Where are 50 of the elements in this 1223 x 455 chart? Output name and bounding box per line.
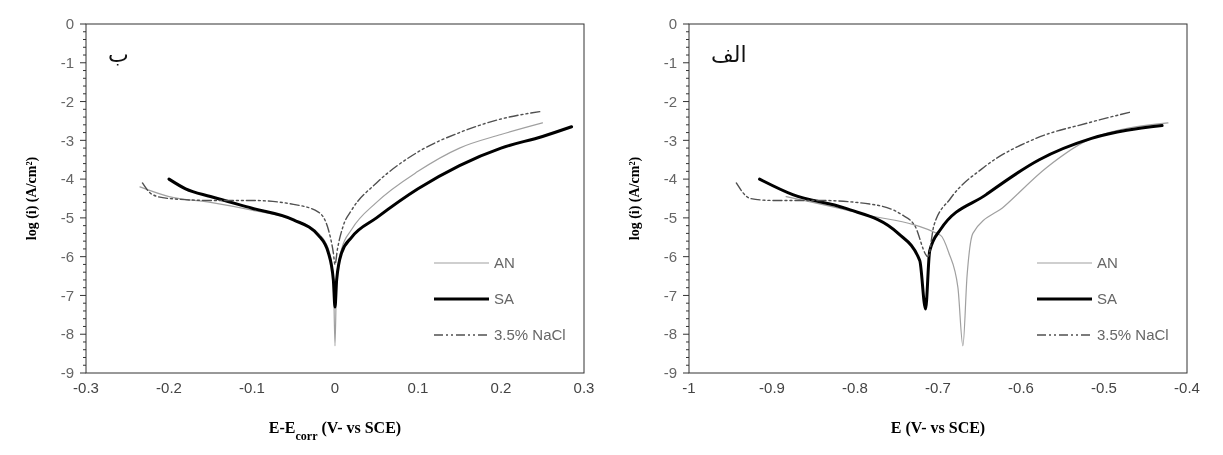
y-axis-title: log (i) (A/cm²) — [627, 156, 643, 241]
x-tick-label: -0.1 — [239, 379, 265, 396]
legend-label: 3.5% NaCl — [1097, 326, 1169, 344]
x-tick-label: -0.4 — [1174, 379, 1200, 396]
line-series — [167, 125, 574, 309]
y-tick-label: 0 — [65, 15, 74, 33]
line-series — [735, 111, 1132, 258]
x-tick-label: -0.8 — [842, 379, 868, 396]
x-tick-label: -0.5 — [1091, 379, 1117, 396]
x-tick-label: -0.3 — [73, 379, 99, 396]
y-tick-label: -1 — [60, 54, 74, 72]
y-tick-label: -8 — [60, 325, 74, 343]
annotation: ب — [108, 42, 129, 67]
y-tick-label: -3 — [60, 131, 74, 149]
y-tick-label: -2 — [60, 92, 74, 110]
x-axis-title: E-E$_{corr}$ (V- vs SCE) — [268, 419, 402, 443]
y-tick-label: 0 — [668, 15, 677, 33]
legend-label: SA — [1097, 290, 1118, 308]
x-tick-label: -0.9 — [759, 379, 785, 396]
y-tick-label: -5 — [60, 209, 74, 227]
x-tick-label: -0.2 — [156, 379, 182, 396]
x-tick-label: 0.1 — [407, 379, 429, 396]
y-tick-label: -1 — [663, 54, 677, 72]
y-tick-label: -2 — [663, 92, 677, 110]
x-tick-label: -1 — [682, 379, 696, 396]
x-tick-label: 0.2 — [490, 379, 512, 396]
x-tick-label: 0.3 — [573, 379, 595, 396]
y-tick-label: -8 — [663, 325, 677, 343]
y-tick-label: -7 — [663, 286, 677, 304]
x-tick-label: -0.6 — [1008, 379, 1034, 396]
legend-label: AN — [1097, 254, 1118, 272]
legend-label: 3.5% NaCl — [494, 326, 566, 344]
y-tick-label: -9 — [60, 364, 74, 382]
x-tick-label: 0 — [330, 379, 340, 396]
y-tick-label: -9 — [663, 364, 677, 382]
line-series — [785, 122, 1169, 347]
line-series — [758, 124, 1164, 311]
y-tick-label: -3 — [663, 131, 677, 149]
legend-label: AN — [494, 254, 515, 272]
x-axis-title: E (V- vs SCE) — [890, 419, 986, 437]
y-tick-label: -6 — [663, 247, 677, 265]
x-tick-label: -0.7 — [925, 379, 951, 396]
y-tick-label: -6 — [60, 247, 74, 265]
y-axis-title: log (i) (A/cm²) — [24, 156, 40, 241]
y-tick-label: -7 — [60, 286, 74, 304]
y-tick-label: -4 — [663, 170, 677, 188]
y-tick-label: -5 — [663, 209, 677, 227]
legend-label: SA — [494, 290, 515, 308]
annotation: الف — [711, 42, 747, 67]
y-tick-label: -4 — [60, 170, 74, 188]
